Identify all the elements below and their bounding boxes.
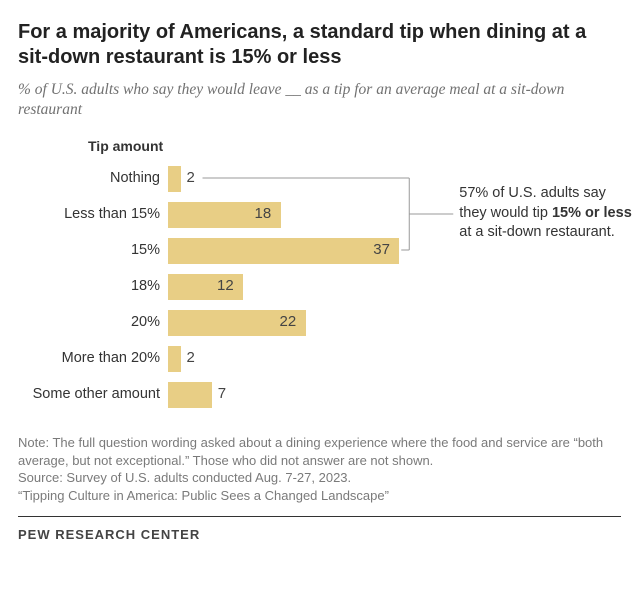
value-label: 18 bbox=[255, 200, 272, 228]
table-row: More than 20% 2 bbox=[18, 340, 621, 376]
callout-suffix: at a sit-down restaurant. bbox=[459, 224, 615, 240]
axis-label: Tip amount bbox=[88, 138, 621, 154]
bar-area: 12 bbox=[168, 272, 428, 300]
bar bbox=[168, 238, 399, 264]
value-label: 12 bbox=[217, 272, 234, 300]
category-label: 15% bbox=[18, 242, 168, 258]
note-line: Source: Survey of U.S. adults conducted … bbox=[18, 469, 621, 487]
value-label: 22 bbox=[280, 308, 297, 336]
chart-title: For a majority of Americans, a standard … bbox=[18, 20, 621, 70]
bar-area: 2 bbox=[168, 164, 428, 192]
bar-area: 37 bbox=[168, 236, 428, 264]
table-row: Some other amount 7 bbox=[18, 376, 621, 412]
note-line: Note: The full question wording asked ab… bbox=[18, 434, 621, 469]
category-label: 18% bbox=[18, 278, 168, 294]
bar-area: 7 bbox=[168, 380, 428, 408]
value-label: 37 bbox=[373, 236, 390, 264]
chart-notes: Note: The full question wording asked ab… bbox=[18, 434, 621, 504]
category-label: Some other amount bbox=[18, 386, 168, 402]
value-label: 2 bbox=[187, 344, 195, 372]
note-line: “Tipping Culture in America: Public Sees… bbox=[18, 487, 621, 505]
bar-area: 18 bbox=[168, 200, 428, 228]
bar-area: 22 bbox=[168, 308, 428, 336]
callout-text: 57% of U.S. adults say they would tip 15… bbox=[459, 184, 634, 243]
chart-subtitle: % of U.S. adults who say they would leav… bbox=[18, 80, 621, 120]
table-row: 18% 12 bbox=[18, 268, 621, 304]
value-label: 2 bbox=[187, 164, 195, 192]
bar-area: 2 bbox=[168, 344, 428, 372]
value-label: 7 bbox=[218, 380, 226, 408]
bar bbox=[168, 382, 212, 408]
category-label: 20% bbox=[18, 314, 168, 330]
table-row: 20% 22 bbox=[18, 304, 621, 340]
category-label: Less than 15% bbox=[18, 206, 168, 222]
footer-attribution: PEW RESEARCH CENTER bbox=[18, 516, 621, 542]
category-label: Nothing bbox=[18, 170, 168, 186]
category-label: More than 20% bbox=[18, 350, 168, 366]
bar bbox=[168, 166, 181, 192]
chart-area: Nothing 2 Less than 15% 18 15% 37 18% 12 20% 22 Mo… bbox=[18, 160, 621, 420]
callout-bold: 15% or less bbox=[552, 205, 632, 221]
bar bbox=[168, 346, 181, 372]
